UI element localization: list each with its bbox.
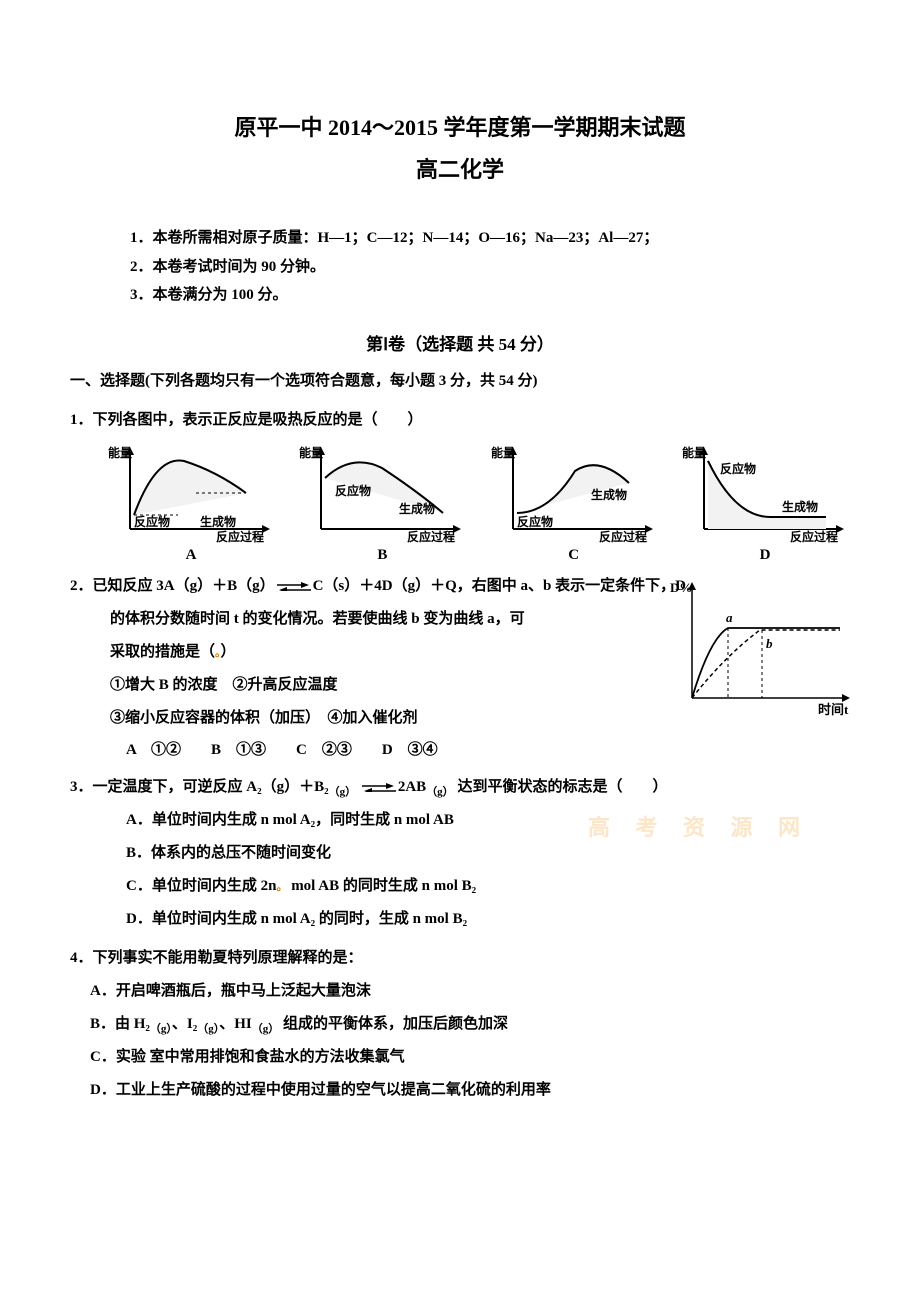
svg-text:反应物: 反应物 <box>335 483 371 498</box>
equilibrium-arrow-icon <box>275 581 313 591</box>
q4-opt-c: C．实验 室中常用排饱和食盐水的方法收集氯气 <box>90 1041 850 1074</box>
q2-stem1b: C（s）＋4D（g）＋Q，右图中 a、b 表示一定条件下，D <box>313 578 686 594</box>
svg-text:反应过程: 反应过程 <box>790 529 838 543</box>
q1-graph-b: 能量 反应过程 反应物 生成物 B <box>297 443 467 564</box>
q4-opt-a: A．开启啤酒瓶后，瓶中马上泛起大量泡沫 <box>90 975 850 1008</box>
q3-opt-d: D．单位时间内生成 n mol A₂ 的同时，生成 n mol B₂ <box>126 903 850 936</box>
q3-opt-c: C．单位时间内生成 2n。 mol AB 的同时生成 n mol B₂ <box>126 870 850 903</box>
mc-header: 一、选择题(下列各题均只有一个选项符合题意，每小题 3 分，共 54 分) <box>70 369 850 390</box>
q4-opt-d: D．工业上生产硫酸的过程中使用过量的空气以提高二氧化硫的利用率 <box>90 1074 850 1107</box>
equilibrium-arrow-icon <box>360 782 398 792</box>
energy-diagram-d-svg: 能量 反应过程 反应物 生成物 <box>680 443 850 543</box>
question-2: 2．已知反应 3A（g）＋B（g） C（s）＋4D（g）＋Q，右图中 a、b 表示… <box>70 570 850 765</box>
svg-text:反应物: 反应物 <box>720 461 756 476</box>
svg-text:反应物: 反应物 <box>517 514 553 529</box>
q1-stem: 1．下列各图中，表示正反应是吸热反应的是（ ） <box>70 412 423 428</box>
exam-page: 原平一中 2014～2015 学年度第一学期期末试题 高二化学 1．本卷所需相对… <box>0 0 920 1173</box>
svg-text:能量: 能量 <box>108 445 132 460</box>
q1-label-a: A <box>186 547 197 564</box>
q3-stem-b: 2AB <box>398 779 426 795</box>
q2-stem1a: 2．已知反应 3A（g）＋B（g） <box>70 578 275 594</box>
svg-text:b: b <box>766 636 773 651</box>
svg-text:a: a <box>726 610 733 625</box>
svg-text:能量: 能量 <box>682 445 706 460</box>
svg-text:反应物: 反应物 <box>134 514 170 529</box>
info-line-3: 3．本卷满分为 100 分。 <box>130 281 850 310</box>
svg-text:生成物: 生成物 <box>200 514 236 529</box>
q1-label-c: C <box>568 547 579 564</box>
q1-label-b: B <box>377 547 387 564</box>
svg-text:能量: 能量 <box>299 445 323 460</box>
info-line-2: 2．本卷考试时间为 90 分钟。 <box>130 253 850 282</box>
q1-label-d: D <box>760 547 771 564</box>
question-1: 1．下列各图中，表示正反应是吸热反应的是（ ） <box>70 404 850 437</box>
dot-orange-icon: 。 <box>276 881 287 893</box>
svg-text:D%: D% <box>670 580 692 595</box>
energy-diagram-a-svg: 能量 反应过程 反应物 生成物 <box>106 443 276 543</box>
q4-opt-b: B．由 H₂（g）、I₂（g）、HI（g） 组成的平衡体系，加压后颜色加深 <box>90 1008 850 1041</box>
q1-graph-c: 能量 反应过程 反应物 生成物 C <box>489 443 659 564</box>
q2-graph-svg: D% 时间t a b <box>670 578 860 728</box>
svg-text:反应过程: 反应过程 <box>599 529 647 543</box>
q1-graph-a: 能量 反应过程 反应物 生成物 A <box>106 443 276 564</box>
q3-stem-a: 3．一定温度下，可逆反应 A₂（g）＋B₂ <box>70 779 329 795</box>
q3-opt-b: B．体系内的总压不随时间变化 <box>126 837 850 870</box>
svg-text:反应过程: 反应过程 <box>216 529 264 543</box>
exam-info: 1．本卷所需相对原子质量：H—1；C—12；N—14；O—16；Na—23；Al… <box>130 224 850 310</box>
section1-header: 第Ⅰ卷（选择题 共 54 分） <box>70 330 850 355</box>
q1-graph-d: 能量 反应过程 反应物 生成物 D <box>680 443 850 564</box>
energy-diagram-c-svg: 能量 反应过程 反应物 生成物 <box>489 443 659 543</box>
svg-text:时间t: 时间t <box>818 702 849 717</box>
svg-text:生成物: 生成物 <box>399 501 435 516</box>
page-title: 原平一中 2014～2015 学年度第一学期期末试题 <box>70 110 850 142</box>
energy-diagram-b-svg: 能量 反应过程 反应物 生成物 <box>297 443 467 543</box>
question-4: 4．下列事实不能用勒夏特列原理解释的是： A．开启啤酒瓶后，瓶中马上泛起大量泡沫… <box>70 942 850 1107</box>
q3-stem-c: 达到平衡状态的标志是（ ） <box>454 779 668 795</box>
svg-text:反应过程: 反应过程 <box>407 529 455 543</box>
svg-text:能量: 能量 <box>491 445 515 460</box>
q1-graphs: 能量 反应过程 反应物 生成物 A 能量 反应过程 反应物 生成物 <box>106 443 850 564</box>
q4-stem: 4．下列事实不能用勒夏特列原理解释的是： <box>70 942 850 975</box>
page-subtitle: 高二化学 <box>70 152 850 184</box>
question-3: 3．一定温度下，可逆反应 A₂（g）＋B₂（g） 2AB（g） 达到平衡状态的标… <box>70 771 850 936</box>
info-line-1: 1．本卷所需相对原子质量：H—1；C—12；N—14；O—16；Na—23；Al… <box>130 224 850 253</box>
svg-text:生成物: 生成物 <box>782 499 818 514</box>
q2-options: A ①② B ①③ C ②③ D ③④ <box>126 735 850 765</box>
q3-opt-a: A．单位时间内生成 n mol A₂，同时生成 n mol AB <box>126 812 454 828</box>
svg-text:生成物: 生成物 <box>591 487 627 502</box>
